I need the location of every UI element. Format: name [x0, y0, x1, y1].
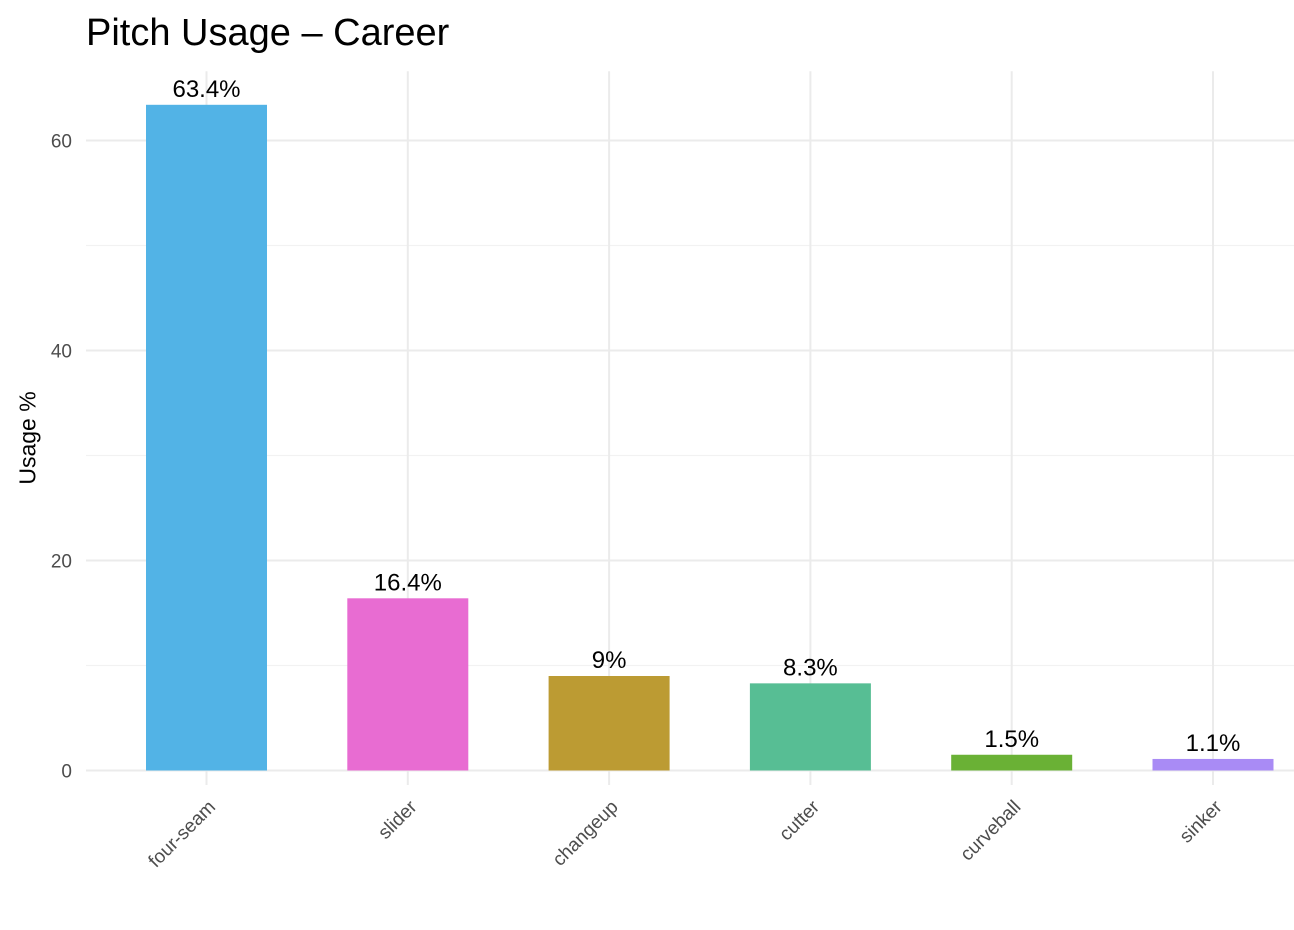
- data-label: 1.1%: [1186, 730, 1241, 757]
- data-label: 8.3%: [783, 654, 838, 681]
- x-tick-label: sinker: [1176, 796, 1227, 847]
- x-tick-label: changeup: [549, 797, 623, 871]
- x-tick-label: curveball: [957, 797, 1026, 866]
- data-label: 9%: [592, 647, 627, 674]
- bar-sinker: [1152, 758, 1274, 771]
- x-tick-label: cutter: [775, 796, 824, 845]
- x-tick-label: slider: [374, 796, 421, 843]
- y-tick-label: 40: [51, 342, 72, 363]
- chart-title: Pitch Usage – Career: [86, 12, 450, 54]
- bar-changeup: [548, 676, 670, 771]
- x-tick-label: four-seam: [145, 797, 220, 872]
- y-tick-label: 20: [51, 552, 72, 573]
- y-tick-label: 60: [51, 132, 72, 153]
- bar-cutter: [749, 683, 871, 771]
- data-label: 63.4%: [172, 76, 240, 103]
- bar-slider: [347, 598, 469, 771]
- data-label: 16.4%: [374, 569, 442, 596]
- bar-curveball: [951, 754, 1073, 771]
- data-label: 1.5%: [984, 726, 1039, 753]
- bar-four-seam: [146, 104, 267, 771]
- y-tick-label: 0: [61, 762, 72, 783]
